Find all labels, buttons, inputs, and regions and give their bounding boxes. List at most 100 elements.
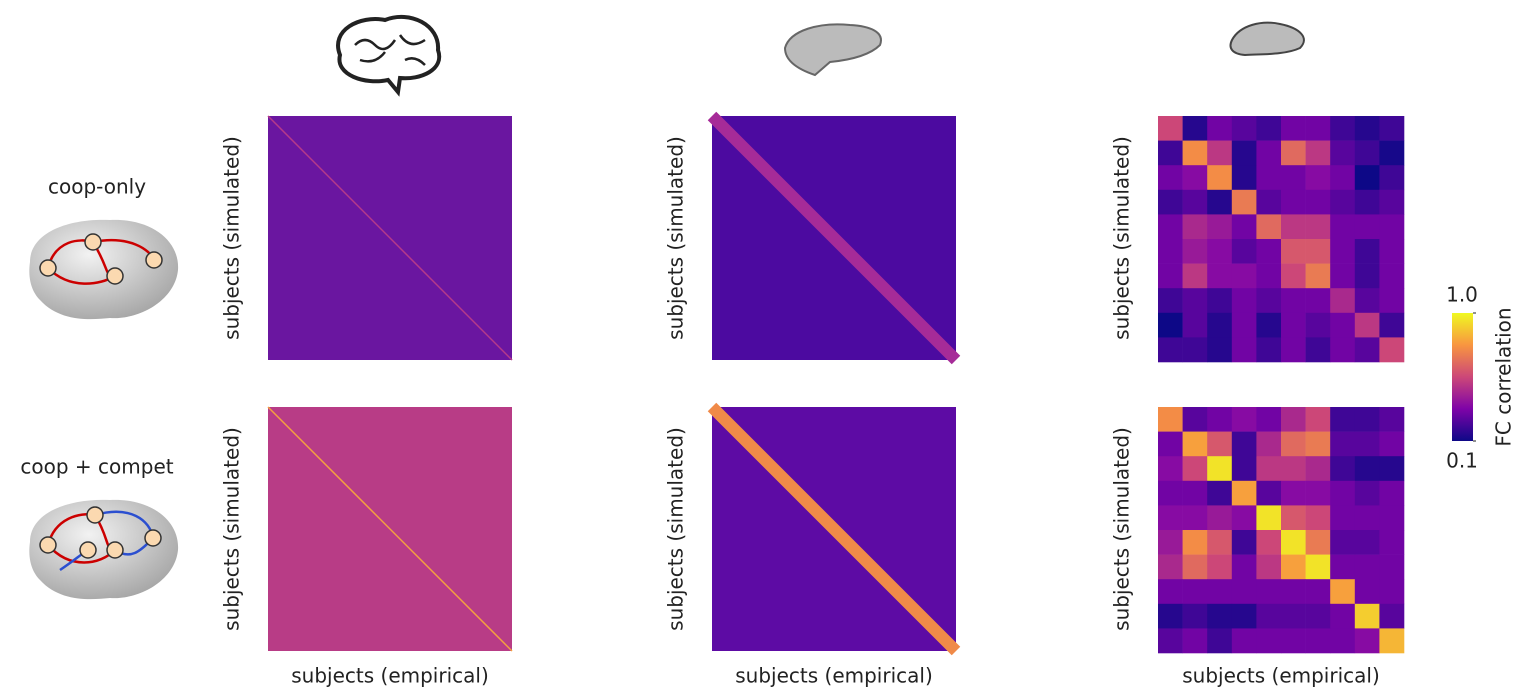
heatmap-cell	[1207, 480, 1233, 506]
heatmap-cell	[1158, 530, 1183, 555]
heatmap-cell	[1207, 189, 1233, 215]
heatmap-cell	[1256, 554, 1282, 580]
heatmap-cell	[1256, 407, 1282, 432]
heatmap-cell	[1231, 239, 1257, 264]
heatmap-cell	[1207, 554, 1233, 580]
macaque-brain-icon	[783, 23, 882, 77]
heatmap-cell	[1354, 189, 1380, 215]
heatmap-cell	[1207, 628, 1233, 654]
heatmap-cell	[1256, 165, 1282, 191]
heatmap-cell	[1182, 603, 1208, 629]
heatmap-cell	[1158, 140, 1183, 166]
heatmap-cell	[1330, 189, 1356, 215]
heatmap-cell	[1379, 312, 1405, 338]
heatmap-cell	[1182, 263, 1208, 289]
mouse-brain-icon	[1229, 21, 1305, 57]
heatmap-cell	[1182, 579, 1208, 605]
heatmap-cell	[1281, 263, 1306, 289]
heatmap-cell	[1231, 214, 1257, 240]
heatmap-cell	[1354, 239, 1380, 264]
heatmap-cell	[1281, 530, 1306, 555]
heatmap-cell	[1305, 140, 1331, 166]
heatmap-cell	[1207, 214, 1233, 240]
heatmap-cell	[1182, 407, 1208, 432]
heatmap-cell	[1256, 263, 1282, 289]
heatmap-cell	[1305, 628, 1331, 654]
heatmap-cell	[1305, 337, 1331, 363]
heatmap-cell	[1354, 337, 1380, 363]
heatmap-cell	[1305, 530, 1331, 555]
heatmap-cell	[1354, 140, 1380, 166]
heatmap-cell	[1182, 288, 1208, 314]
heatmap-cell	[1379, 456, 1405, 482]
heatmap-cell	[1281, 505, 1306, 531]
heatmap-cell	[1256, 337, 1282, 363]
heatmap-cell	[1207, 116, 1233, 141]
heatmap-cell	[1305, 165, 1331, 191]
heatmap-cell	[1182, 628, 1208, 654]
heatmap-cell	[1256, 116, 1282, 141]
heatmap-cell	[1305, 288, 1331, 314]
heatmap-cell	[1330, 239, 1356, 264]
heatmap-cell	[1231, 140, 1257, 166]
heatmap-cell	[1182, 189, 1208, 215]
heatmap-cell	[1305, 239, 1331, 264]
heatmap-cell	[1379, 530, 1405, 555]
heatmap-cell	[1330, 530, 1356, 555]
heatmap-cell	[1379, 628, 1405, 654]
y-axis-label: subjects (simulated)	[220, 427, 244, 631]
heatmap-cell	[1379, 263, 1405, 289]
heatmap-cell	[1256, 189, 1282, 215]
row-label: coop-only	[48, 175, 146, 199]
heatmap-cell	[1158, 263, 1183, 289]
heatmap-cell	[1281, 431, 1306, 457]
heatmap-cell	[1354, 505, 1380, 531]
heatmap-cell	[1207, 337, 1233, 363]
heatmap-cell	[1330, 554, 1356, 580]
heatmap-cell	[1182, 480, 1208, 506]
heatmap-cell	[1281, 189, 1306, 215]
coop-only-diagram	[29, 219, 179, 320]
heatmap-cell	[1379, 431, 1405, 457]
heatmap-cell	[1379, 140, 1405, 166]
heatmap-cell	[1354, 628, 1380, 654]
heatmap-cell	[1330, 337, 1356, 363]
heatmap-cell	[1305, 214, 1331, 240]
heatmap-cell	[1305, 431, 1331, 457]
heatmap-cell	[1354, 431, 1380, 457]
heatmap-cell	[1354, 165, 1380, 191]
heatmap-cell	[1158, 431, 1183, 457]
heatmap-cell	[1281, 603, 1306, 629]
heatmap-cell	[1305, 579, 1331, 605]
heatmap-cell	[1256, 603, 1282, 629]
heatmap-cell	[1330, 505, 1356, 531]
heatmap-cell	[1158, 407, 1183, 432]
heatmap-cell	[1231, 530, 1257, 555]
heatmap-cell	[1256, 480, 1282, 506]
heatmap-cell	[1281, 480, 1306, 506]
heatmap-cell	[1305, 189, 1331, 215]
heatmap-cell	[1281, 140, 1306, 166]
y-axis-label: subjects (simulated)	[1110, 427, 1134, 631]
heatmap-cell	[1207, 505, 1233, 531]
heatmap-cell	[1158, 189, 1183, 215]
heatmap-cell	[1330, 407, 1356, 432]
macaque-panel-bottom	[707, 402, 961, 656]
heatmap-cell	[1379, 505, 1405, 531]
x-axis-label: subjects (empirical)	[291, 664, 489, 688]
heatmap-cell	[1305, 554, 1331, 580]
heatmap-cell	[1158, 554, 1183, 580]
heatmap-cell	[1354, 530, 1380, 555]
heatmap-cell	[1207, 165, 1233, 191]
heatmap-cell	[1305, 603, 1331, 629]
heatmap-cell	[1354, 288, 1380, 314]
heatmap-cell	[1354, 312, 1380, 338]
heatmap-cell	[1281, 337, 1306, 363]
colorbar-tick-label: 1.0	[1446, 283, 1478, 307]
heatmap-cell	[1379, 214, 1405, 240]
heatmap-cell	[1231, 116, 1257, 141]
heatmap-cell	[1207, 140, 1233, 166]
colorbar-tick-label: 0.1	[1446, 449, 1478, 473]
heatmap-cell	[1354, 456, 1380, 482]
heatmap-cell	[1354, 579, 1380, 605]
